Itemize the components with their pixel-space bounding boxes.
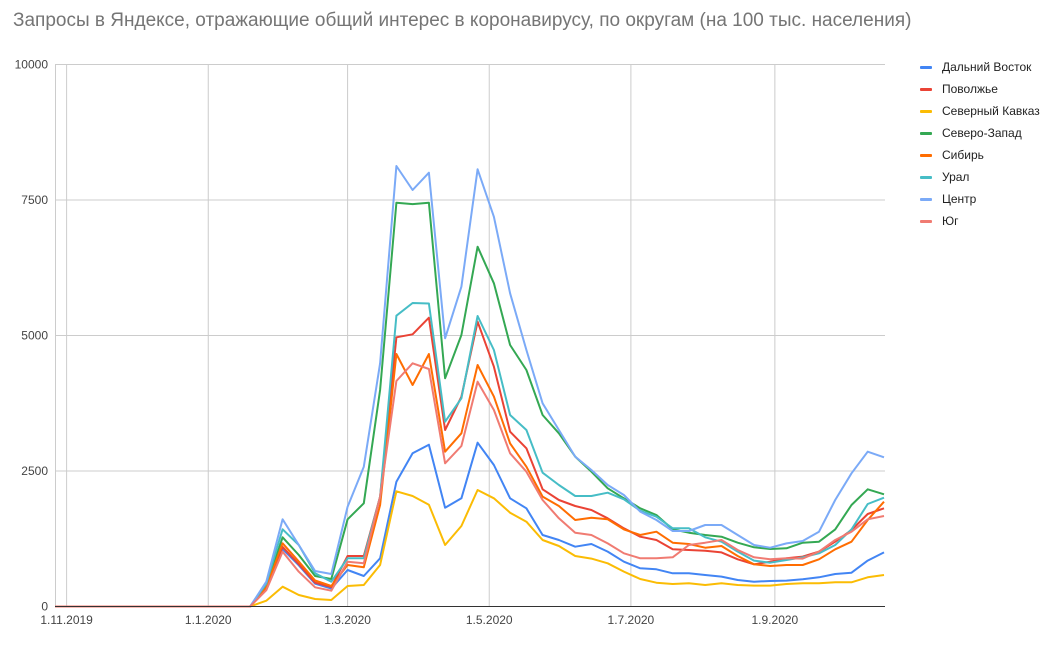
series-line-1 bbox=[55, 441, 885, 608]
x-tick-label: 1.7.2020 bbox=[608, 613, 655, 627]
y-tick-label: 10000 bbox=[15, 58, 49, 72]
x-tick-label: 1.3.2020 bbox=[324, 613, 371, 627]
legend-label: Сибирь bbox=[942, 148, 984, 162]
x-tick-label: 1.1.2020 bbox=[185, 613, 232, 627]
y-tick-label: 5000 bbox=[21, 329, 48, 343]
legend-item[interactable]: Урал bbox=[920, 166, 1040, 188]
legend-swatch bbox=[920, 109, 932, 113]
y-axis-ticks: 0 2500 5000 7500 10000 bbox=[15, 58, 49, 614]
series-line-5 bbox=[55, 353, 885, 608]
legend-item[interactable]: Северный Кавказ bbox=[920, 100, 1040, 122]
legend-item[interactable]: Сибирь bbox=[920, 144, 1040, 166]
legend-label: Юг bbox=[942, 214, 959, 228]
legend-item[interactable]: Поволжье bbox=[920, 78, 1040, 100]
legend-swatch bbox=[920, 219, 932, 223]
y-tick-label: 2500 bbox=[21, 464, 48, 478]
legend-label: Северный Кавказ bbox=[942, 104, 1040, 118]
legend-label: Северо-Запад bbox=[942, 126, 1022, 140]
x-tick-label: 1.5.2020 bbox=[466, 613, 513, 627]
y-tick-label: 7500 bbox=[21, 193, 48, 207]
gridlines bbox=[55, 64, 885, 607]
legend-label: Поволжье bbox=[942, 82, 998, 96]
legend-swatch bbox=[920, 153, 932, 157]
legend-item[interactable]: Дальний Восток bbox=[920, 56, 1040, 78]
chart-title: Запросы в Яндексе, отражающие общий инте… bbox=[13, 10, 912, 31]
legend-swatch bbox=[920, 197, 932, 201]
series-lines bbox=[55, 165, 885, 608]
legend-label: Центр bbox=[942, 192, 977, 206]
legend-item[interactable]: Северо-Запад bbox=[920, 122, 1040, 144]
legend-item[interactable]: Центр bbox=[920, 188, 1040, 210]
y-tick-label: 0 bbox=[41, 600, 48, 614]
series-line-7 bbox=[55, 165, 885, 608]
legend-swatch bbox=[920, 175, 932, 179]
legend-swatch bbox=[920, 87, 932, 91]
legend-item[interactable]: Юг bbox=[920, 210, 1040, 232]
series-line-6 bbox=[55, 302, 885, 608]
x-tick-label: 1.9.2020 bbox=[752, 613, 799, 627]
x-tick-label: 1.11.2019 bbox=[40, 613, 93, 627]
legend-label: Урал bbox=[942, 170, 970, 184]
legend-swatch bbox=[920, 131, 932, 135]
legend-swatch bbox=[920, 65, 932, 69]
x-axis-ticks: 1.11.2019 1.1.2020 1.3.2020 1.5.2020 1.7.202… bbox=[40, 613, 798, 627]
legend: Дальний Восток Поволжье Северный Кавказ Сев… bbox=[920, 56, 1040, 232]
legend-label: Дальний Восток bbox=[942, 60, 1032, 74]
